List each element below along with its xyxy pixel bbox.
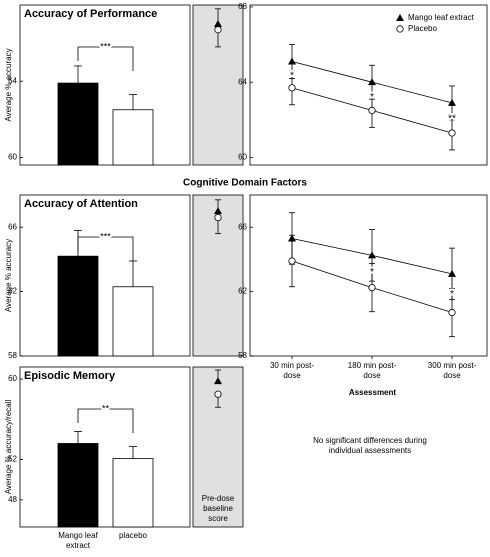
bar xyxy=(57,255,99,357)
y-tick-label: 60 xyxy=(8,374,17,383)
panel xyxy=(249,194,488,357)
marker-circle xyxy=(214,26,222,34)
note: No significant differences during indivi… xyxy=(313,436,427,455)
legend-label: Placebo xyxy=(408,24,437,33)
y-tick-label: 64 xyxy=(238,77,247,86)
y-tick-label: 52 xyxy=(8,455,17,464)
x-tick-label: Mango leaf extract xyxy=(58,531,98,550)
baseline-label: Pre-dose baseline score xyxy=(201,494,235,523)
bar xyxy=(112,458,154,528)
annotation: ** xyxy=(448,114,456,125)
y-tick-label: 48 xyxy=(8,495,17,504)
marker-triangle xyxy=(448,98,456,106)
marker-circle xyxy=(368,283,376,292)
panel-title: Accuracy of Attention xyxy=(24,198,138,210)
y-tick-label: 58 xyxy=(8,351,17,360)
x-tick-label: placebo xyxy=(118,531,148,540)
x-axis-label: Assessment xyxy=(349,388,396,397)
significance-bracket xyxy=(77,46,134,71)
annotation: * xyxy=(450,289,454,300)
marker-triangle xyxy=(288,57,296,65)
y-tick-label: 62 xyxy=(238,287,247,296)
marker-circle xyxy=(288,257,296,265)
panel xyxy=(19,366,191,528)
y-axis-label: Average % accuracy xyxy=(4,48,13,121)
marker-triangle xyxy=(214,20,222,28)
annotation: * xyxy=(290,70,294,81)
marker-triangle xyxy=(214,377,222,385)
y-tick-label: 66 xyxy=(238,222,247,231)
y-tick-label: 62 xyxy=(8,287,17,296)
y-axis-label: Average % accuracy/recall xyxy=(4,399,13,494)
y-tick-label: 64 xyxy=(8,76,17,85)
panel xyxy=(19,4,191,166)
figure-title: Cognitive Domain Factors xyxy=(183,178,307,189)
marker-triangle xyxy=(448,269,456,277)
x-tick-label: 180 min post-dose xyxy=(347,361,397,380)
bar xyxy=(112,109,154,166)
panel-title: Episodic Memory xyxy=(24,370,116,382)
x-tick-label: 30 min post-dose xyxy=(269,361,315,380)
marker-triangle xyxy=(368,78,376,86)
significance-bracket xyxy=(77,236,134,261)
x-tick-label: 300 min post-dose xyxy=(427,361,477,380)
legend-label: Mango leaf extract xyxy=(408,13,475,22)
marker-circle xyxy=(448,308,456,317)
marker-circle xyxy=(288,84,296,92)
y-tick-label: 60 xyxy=(238,153,247,162)
y-tick-label: 68 xyxy=(238,2,247,11)
panel xyxy=(19,194,191,357)
y-tick-label: 58 xyxy=(238,351,247,360)
marker-circle xyxy=(214,213,222,222)
bar xyxy=(112,286,154,357)
y-tick-label: 60 xyxy=(8,152,17,161)
marker-triangle xyxy=(368,251,376,259)
significance-bracket xyxy=(77,408,134,433)
marker-circle xyxy=(396,25,404,33)
y-axis-label: Average % accuracy xyxy=(4,239,13,312)
marker-circle xyxy=(448,129,456,137)
panel xyxy=(249,4,488,166)
significance: *** xyxy=(100,231,111,241)
panel-title: Accuracy of Performance xyxy=(24,8,157,20)
marker-circle xyxy=(368,106,376,115)
marker-circle xyxy=(214,390,222,398)
annotation: * xyxy=(370,267,374,278)
bar xyxy=(57,443,99,528)
bar xyxy=(57,82,99,166)
significance: ** xyxy=(102,403,110,413)
marker-triangle xyxy=(396,14,404,21)
marker-triangle xyxy=(214,207,222,215)
annotation: * xyxy=(370,92,374,103)
y-tick-label: 66 xyxy=(8,222,17,231)
significance: *** xyxy=(100,41,111,51)
